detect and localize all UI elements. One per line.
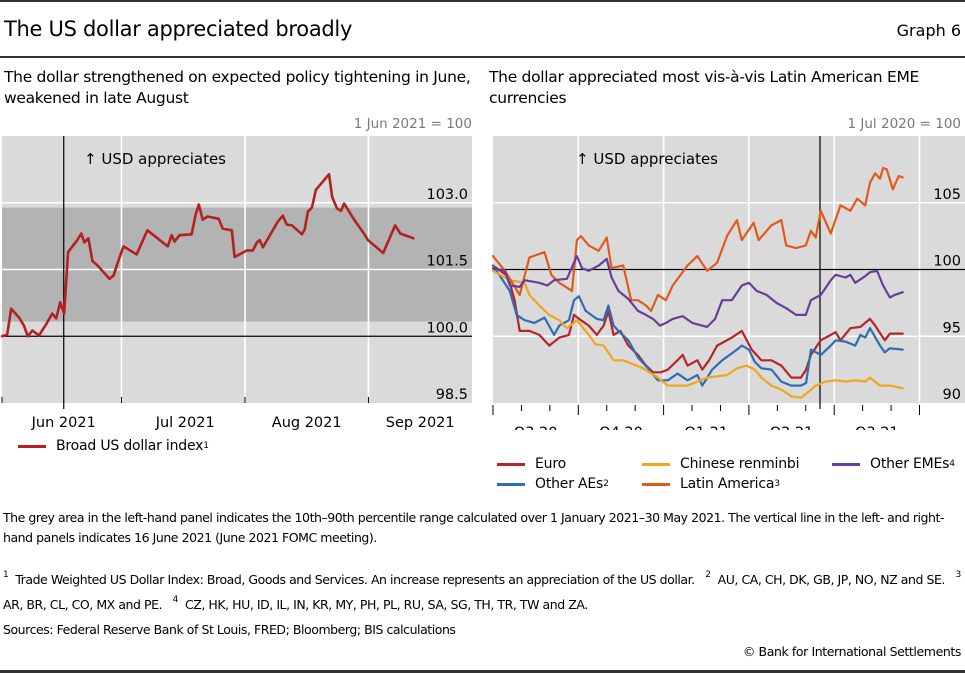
y-tick-label: 95 [943, 320, 961, 336]
x-quarter-label: Q3 21 [855, 425, 899, 430]
x-tick-label: Aug 2021 [272, 415, 342, 430]
series-line-latin-america [491, 166, 904, 312]
legend-swatch-renminbi [642, 462, 670, 466]
series-line-other-aes [491, 264, 904, 387]
y-tick-label: 100 [933, 254, 961, 270]
footnote-4: 4 CZ, HK, HU, ID, IL, IN, KR, MY, PH, PL… [172, 595, 589, 612]
series-line-broad-us-dollar-index [0, 173, 415, 338]
legend-item-other-aes: Other AEs 2 [497, 476, 609, 492]
footnote-marker: 4 [949, 459, 955, 469]
x-quarter-label: Q3 20 [514, 425, 558, 430]
usd-appreciates-annotation: ↑ USD appreciates [84, 150, 226, 168]
x-tick-label: Sep 2021 [386, 415, 455, 430]
percentile-band [2, 207, 472, 322]
x-tick-label: Jun 2021 [31, 415, 96, 430]
title-rule [0, 56, 965, 58]
usd-appreciates-annotation: ↑ USD appreciates [576, 150, 718, 168]
footnote-2: 2 AU, CA, CH, DK, GB, JP, NO, NZ and SE. [705, 570, 945, 587]
y-tick-label: 100.0 [426, 320, 468, 336]
x-quarter-label: Q2 21 [770, 425, 814, 430]
sources: Sources: Federal Reserve Bank of St Loui… [3, 622, 456, 637]
right-chart: 90 95 100 105 ↑ USD appreciates Q3 20 Q4 20 Q1 … [491, 136, 965, 430]
x-tick-label: Jul 2021 [155, 415, 215, 430]
legend-swatch-other-emes [832, 462, 860, 466]
left-panel-title: The dollar strengthened on expected poli… [4, 68, 471, 107]
legend-label: Euro [535, 456, 566, 472]
legend-item-latin-america: Latin America 3 [642, 476, 780, 492]
graph-number: Graph 6 [896, 21, 961, 40]
bottom-rule [0, 670, 965, 673]
footnote-1: 1 Trade Weighted US Dollar Index: Broad,… [3, 570, 695, 587]
x-quarter-label: Q4 20 [599, 425, 643, 430]
legend-label: Latin America [680, 476, 775, 492]
legend-swatch-euro [497, 462, 525, 466]
y-tick-label: 103.0 [426, 187, 468, 203]
y-tick-label: 101.5 [426, 254, 468, 270]
footnote-marker: 1 [203, 441, 209, 451]
x-quarter-label: Q1 21 [684, 425, 728, 430]
legend-item-broad-usd: Broad US dollar index 1 [18, 438, 209, 454]
y-tick-label: 90 [943, 387, 961, 403]
left-unit-label: 1 Jun 2021 = 100 [353, 116, 472, 132]
notes-main: The grey area in the left-hand panel ind… [3, 510, 945, 545]
legend-label: Other AEs [535, 476, 604, 492]
right-legend: Euro Other AEs 2 Chinese renminbi Latin A… [497, 456, 965, 498]
legend-label: Chinese renminbi [680, 456, 800, 472]
notes-footnotes: 1 Trade Weighted US Dollar Index: Broad,… [3, 565, 965, 615]
legend-item-euro: Euro [497, 456, 566, 472]
right-panel-title: The dollar appreciated most vis-à-vis La… [489, 68, 920, 107]
footnote-marker: 3 [774, 479, 780, 489]
y-tick-label: 105 [933, 187, 961, 203]
legend-item-other-emes: Other EMEs 4 [832, 456, 955, 472]
top-rule [0, 0, 965, 2]
legend-item-renminbi: Chinese renminbi [642, 456, 799, 472]
series-line-chinese-renminbi [491, 269, 904, 399]
series-line-euro [491, 264, 904, 379]
legend-label: Other EMEs [870, 456, 950, 472]
footnote-marker: 2 [603, 479, 609, 489]
legend-swatch-latin-america [642, 482, 670, 486]
series-line-other-emes [491, 255, 904, 328]
legend-swatch-broad-usd [18, 444, 46, 448]
y-tick-label: 98.5 [436, 387, 468, 403]
legend-swatch-other-aes [497, 482, 525, 486]
legend-label: Broad US dollar index [56, 438, 204, 454]
copyright: © Bank for International Settlements [742, 644, 962, 659]
left-chart: 98.5 100.0 101.5 103.0 ↑ USD appreciates Jun … [0, 136, 472, 430]
right-unit-label: 1 Jul 2020 = 100 [847, 116, 961, 132]
footnote-3: 3 AR, BR, CL, CO, MX and PE. [3, 570, 961, 612]
graph-title: The US dollar appreciated broadly [4, 17, 353, 41]
